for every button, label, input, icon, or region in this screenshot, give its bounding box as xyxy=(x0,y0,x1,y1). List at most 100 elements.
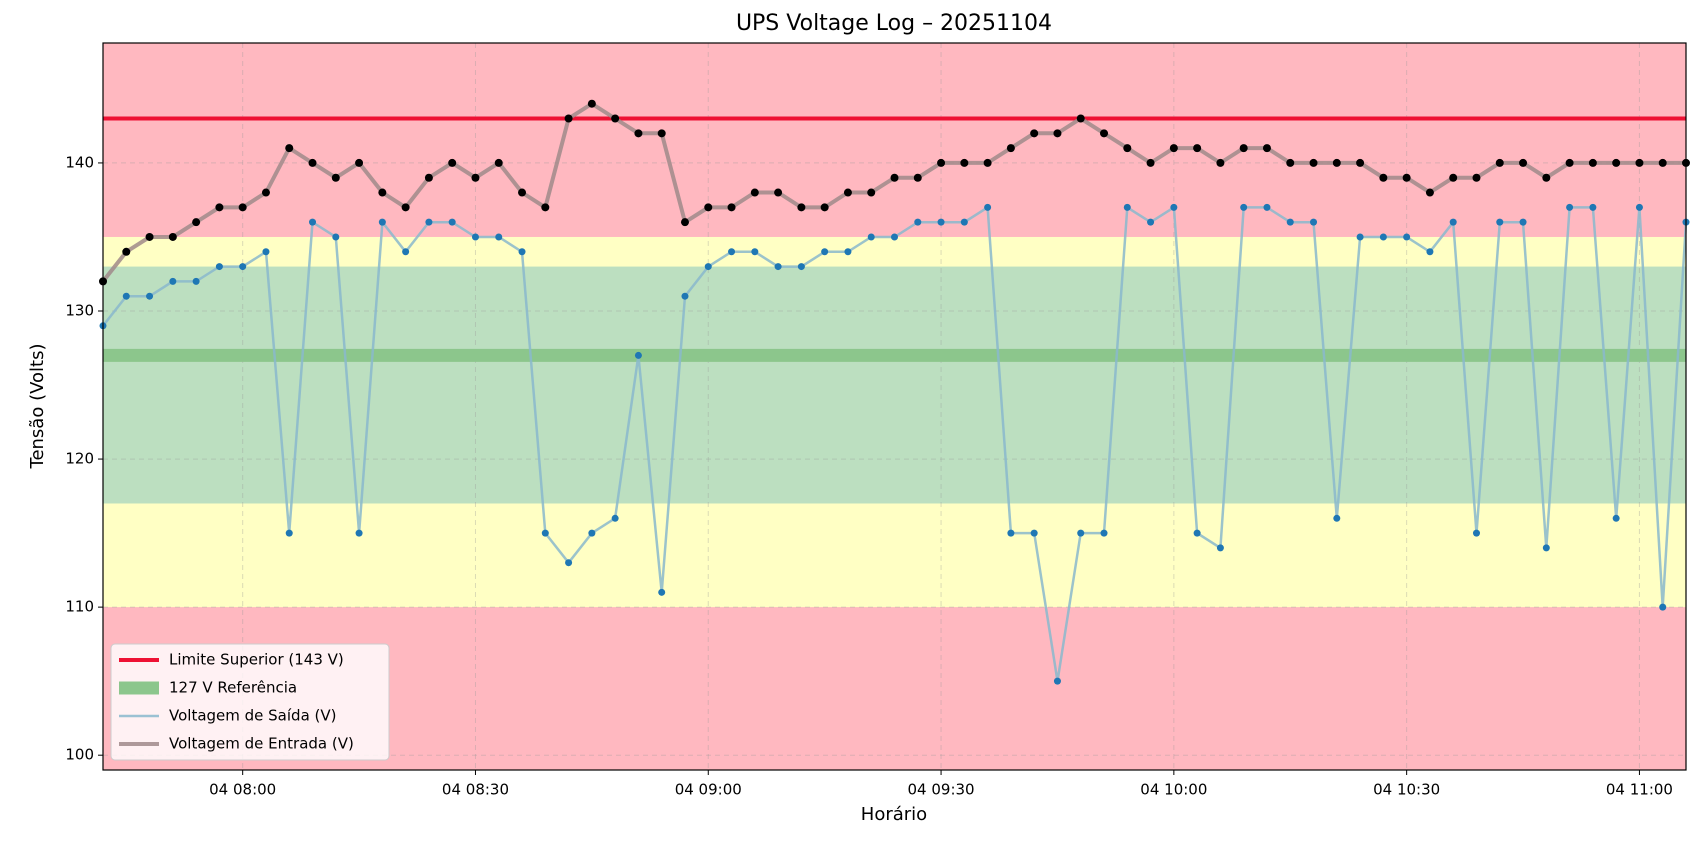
data-point xyxy=(774,263,782,271)
data-point xyxy=(1263,203,1271,211)
data-point xyxy=(611,514,619,522)
data-point xyxy=(1519,158,1528,167)
data-point xyxy=(611,114,620,123)
data-point xyxy=(1169,144,1178,153)
data-point xyxy=(1030,529,1038,537)
x-tick-label: 04 11:00 xyxy=(1606,781,1673,799)
y-tick-label: 130 xyxy=(65,301,94,319)
data-point xyxy=(1356,158,1365,167)
y-tick-label: 140 xyxy=(65,153,94,171)
data-point xyxy=(1658,158,1667,167)
data-point xyxy=(402,248,410,256)
data-point xyxy=(1193,144,1202,153)
data-point xyxy=(1589,203,1597,211)
data-point xyxy=(1286,158,1295,167)
data-point xyxy=(983,158,992,167)
data-point xyxy=(1356,233,1364,241)
y-tick-label: 120 xyxy=(65,450,94,468)
data-point xyxy=(657,129,666,138)
x-tick-label: 04 10:00 xyxy=(1140,781,1207,799)
data-point xyxy=(1635,203,1643,211)
data-point xyxy=(518,248,526,256)
data-point xyxy=(1240,203,1248,211)
data-point xyxy=(262,248,270,256)
data-point xyxy=(541,203,550,212)
data-point xyxy=(774,188,783,197)
data-point xyxy=(844,248,852,256)
data-point xyxy=(1542,544,1550,552)
data-point xyxy=(984,203,992,211)
y-tick-label: 100 xyxy=(65,746,94,764)
data-point xyxy=(1239,144,1248,153)
y-tick-label: 110 xyxy=(65,598,94,616)
data-point xyxy=(1472,529,1480,537)
data-point xyxy=(1053,677,1061,685)
data-point xyxy=(1030,129,1039,138)
data-point xyxy=(215,263,223,271)
data-point xyxy=(1566,203,1574,211)
data-point xyxy=(238,203,247,212)
data-point xyxy=(891,233,898,241)
data-point xyxy=(1332,158,1341,167)
data-point xyxy=(1425,188,1434,197)
x-axis-label: Horário xyxy=(861,804,927,825)
data-point xyxy=(1542,173,1551,182)
data-point xyxy=(1426,248,1434,256)
data-point xyxy=(192,218,201,227)
legend-label: Limite Superior (143 V) xyxy=(169,651,344,669)
data-point xyxy=(937,218,945,226)
y-axis-label: Tensão (Volts) xyxy=(27,344,48,470)
data-point xyxy=(424,173,433,182)
data-point xyxy=(1402,173,1411,182)
data-point xyxy=(1449,173,1458,182)
data-point xyxy=(1379,233,1387,241)
data-point xyxy=(937,158,946,167)
data-point xyxy=(1379,173,1388,182)
data-point xyxy=(495,233,503,241)
legend-box xyxy=(110,643,390,761)
data-point xyxy=(239,263,247,271)
data-point xyxy=(355,158,364,167)
data-point xyxy=(192,277,200,285)
data-point xyxy=(704,203,713,212)
data-point xyxy=(285,144,294,153)
data-point xyxy=(448,218,456,226)
data-point xyxy=(309,218,317,226)
data-point xyxy=(425,218,433,226)
data-point xyxy=(168,232,177,241)
data-point xyxy=(564,114,573,123)
data-point xyxy=(1495,158,1504,167)
data-point xyxy=(1519,218,1527,226)
data-point xyxy=(471,173,480,182)
data-point xyxy=(821,248,829,256)
data-point xyxy=(448,158,457,167)
legend-label: Voltagem de Entrada (V) xyxy=(169,735,354,753)
data-point xyxy=(145,232,154,241)
data-point xyxy=(1146,158,1155,167)
data-point xyxy=(122,247,131,256)
data-point xyxy=(588,529,596,537)
data-point xyxy=(355,529,363,537)
data-point xyxy=(146,292,154,300)
legend-label: Voltagem de Saída (V) xyxy=(169,707,337,725)
data-point xyxy=(1565,158,1574,167)
data-point xyxy=(634,129,643,138)
data-point xyxy=(1123,144,1132,153)
data-point xyxy=(867,233,875,241)
data-point xyxy=(728,248,736,256)
data-point xyxy=(1053,129,1062,138)
data-point xyxy=(797,263,805,271)
data-point xyxy=(750,188,759,197)
data-point xyxy=(1100,129,1109,138)
data-point xyxy=(1123,203,1131,211)
data-point xyxy=(378,188,387,197)
data-point xyxy=(471,233,479,241)
data-point xyxy=(1007,529,1015,537)
data-point xyxy=(1588,158,1597,167)
data-point xyxy=(1100,529,1108,537)
data-point xyxy=(285,529,293,537)
data-point xyxy=(1310,218,1318,226)
data-point xyxy=(1449,218,1457,226)
data-point xyxy=(1193,529,1201,537)
